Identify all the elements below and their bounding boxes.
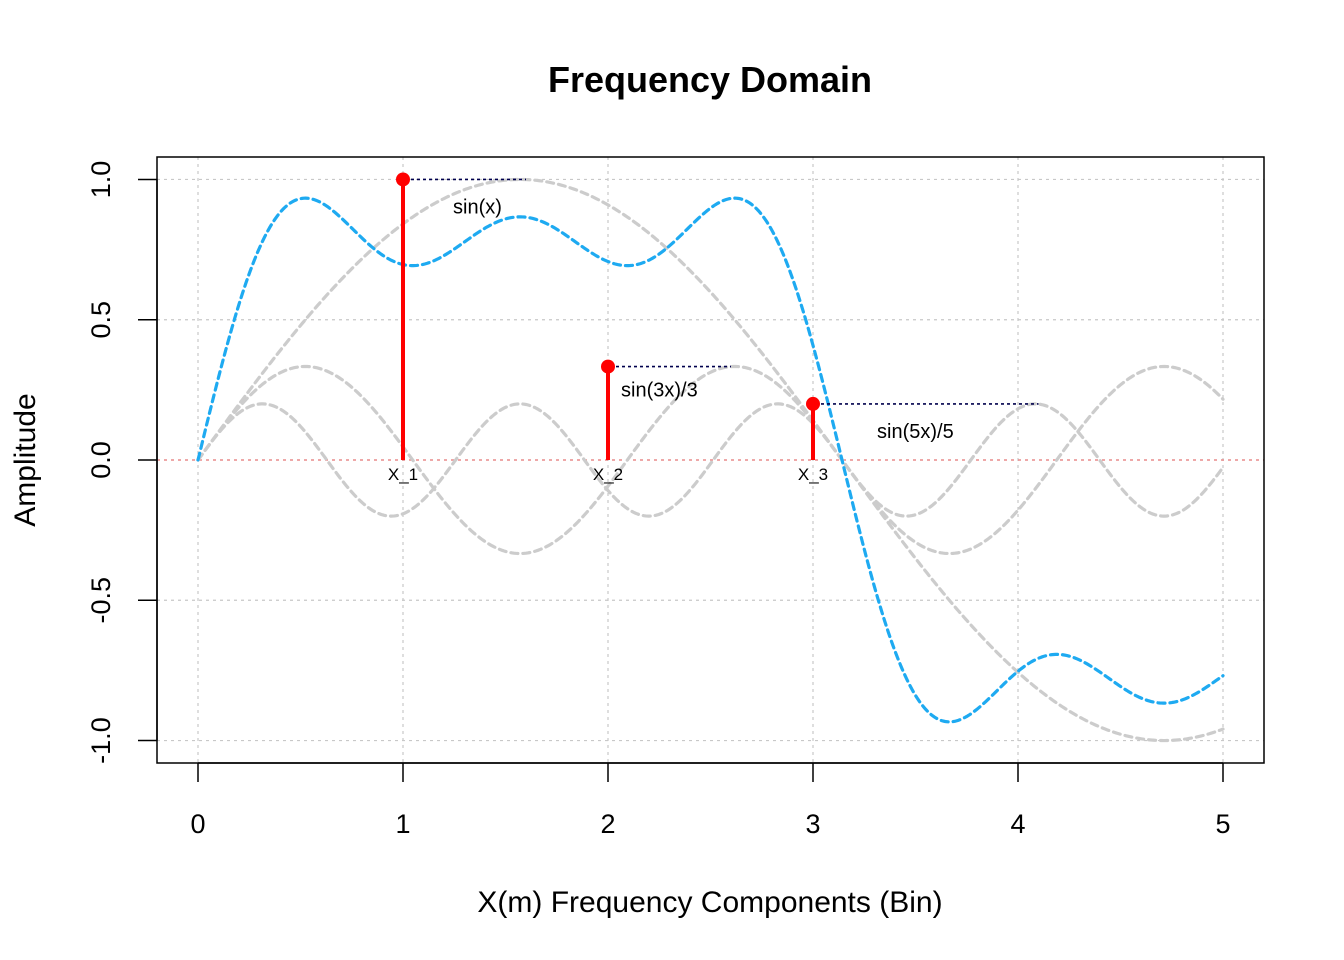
bin-label-1: X_1 — [388, 465, 418, 484]
y-tick-label: 0.0 — [86, 441, 116, 479]
x-tick-label: 4 — [1010, 809, 1025, 839]
x-tick-label: 3 — [805, 809, 820, 839]
x-tick-label: 0 — [190, 809, 205, 839]
x-axis: 0 1 2 3 4 5 — [190, 762, 1231, 839]
chart-title: Frequency Domain — [548, 59, 872, 100]
sum-curve — [196, 196, 1225, 724]
stem-marker-1 — [396, 172, 410, 187]
stems-group — [396, 172, 820, 460]
stem-marker-2 — [601, 359, 615, 374]
component-curve-2 — [196, 364, 1225, 556]
y-tick-label: 1.0 — [86, 161, 116, 199]
bin-label-3: X_3 — [798, 465, 828, 484]
annotations-group: sin(x) X_1 sin(3x)/3 X_2 sin(5x)/5 X_3 — [388, 196, 954, 484]
curves-group — [196, 177, 1225, 743]
stem-annotation-1: sin(x) — [453, 196, 502, 218]
y-tick-label: -0.5 — [86, 577, 116, 624]
x-tick-label: 2 — [600, 809, 615, 839]
connectors-group — [411, 178, 1039, 405]
stem-annotation-2: sin(3x)/3 — [621, 380, 698, 402]
x-axis-label: X(m) Frequency Components (Bin) — [477, 886, 942, 919]
component-curve-3 — [196, 402, 1225, 518]
stem-annotation-3: sin(5x)/5 — [877, 421, 954, 443]
y-tick-label: 0.5 — [86, 301, 116, 339]
y-tick-label: -1.0 — [86, 717, 116, 764]
bin-label-2: X_2 — [593, 465, 623, 484]
x-tick-label: 5 — [1215, 809, 1230, 839]
stem-marker-3 — [806, 396, 820, 411]
y-axis: -1.0 -0.5 0.0 0.5 1.0 — [86, 161, 158, 764]
x-tick-label: 1 — [395, 809, 410, 839]
y-axis-label: Amplitude — [9, 393, 42, 526]
component-curve-1 — [196, 177, 1225, 743]
